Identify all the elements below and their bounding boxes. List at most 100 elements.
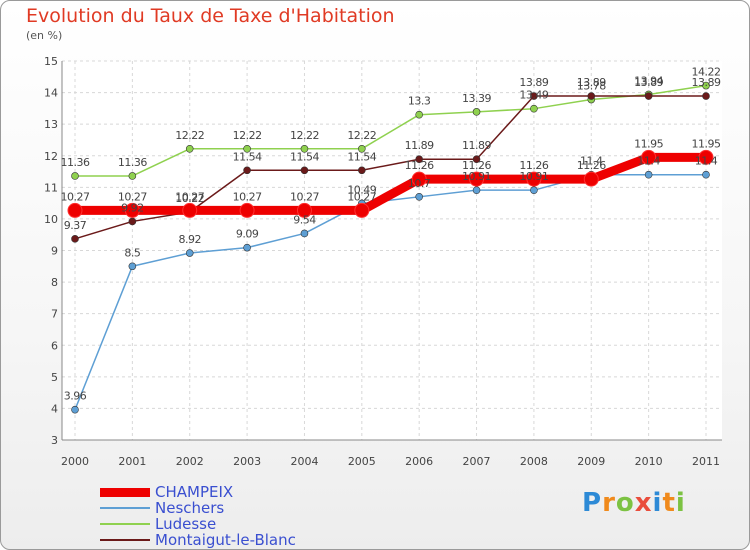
data-point [702,170,710,179]
data-point [128,172,137,180]
y-tick-label: 7 [51,308,58,321]
legend-swatch [100,539,150,541]
legend-swatch [100,507,150,509]
x-tick-label: 2009 [577,455,605,468]
x-tick-label: 2008 [520,455,548,468]
data-point [182,202,198,218]
data-label: 13.3 [408,95,431,108]
data-point [71,235,79,243]
data-label: 10.27 [233,190,262,203]
data-label: 10.27 [175,190,204,203]
data-point [469,171,485,187]
x-tick-label: 2000 [61,455,89,468]
data-label: 13.94 [634,74,663,87]
x-tick-label: 2003 [233,455,261,468]
data-label: 13.49 [519,89,548,102]
y-tick-label: 14 [44,87,58,100]
y-tick-label: 5 [51,371,58,384]
data-point [583,171,599,187]
y-tick-label: 10 [44,213,58,226]
data-label: 11.26 [462,159,491,172]
data-point [530,104,538,113]
data-point [128,217,137,226]
data-point [472,186,481,194]
data-label: 11.36 [61,156,90,169]
data-point [185,145,194,153]
data-label: 12.22 [347,129,376,142]
data-label: 10.49 [347,183,376,196]
data-point [644,92,653,100]
data-label: 9.92 [121,201,144,214]
data-label: 8.5 [124,246,140,259]
data-label: 12.22 [233,129,262,142]
data-label: 11.4 [695,155,718,168]
data-point [300,145,309,153]
series-line-ludesse [75,84,707,177]
legend-label: Neschers [155,499,225,517]
proxiti-logo: Proxiti [582,488,686,518]
data-label: 11.89 [405,139,434,152]
y-tick-label: 9 [51,245,58,258]
data-label: 11.54 [233,150,262,163]
legend-swatch [100,523,150,525]
data-label: 9.37 [64,219,87,232]
data-label: 9.54 [293,213,316,226]
data-point [644,170,653,179]
data-point [71,172,79,180]
data-label: 11.89 [462,139,491,152]
data-label: 10.27 [118,190,147,203]
data-label: 13.89 [519,76,548,89]
data-point [358,166,366,175]
x-tick-label: 2011 [692,455,720,468]
data-label: 10.91 [519,170,548,183]
legend-label: Ludesse [155,515,217,533]
data-point [415,193,423,201]
data-point [411,171,427,187]
data-point [300,166,309,175]
data-label: 11.95 [692,137,721,150]
data-point [243,166,251,175]
data-label: 13.78 [577,80,606,93]
y-tick-label: 6 [51,339,58,352]
data-label: 11.4 [580,155,603,168]
y-tick-label: 13 [44,118,58,131]
series-line-champeix [75,152,706,215]
data-label: 11.54 [290,150,319,163]
data-label: 10.27 [61,190,90,203]
data-point [698,149,714,165]
data-point [526,171,542,187]
data-point [296,202,312,218]
data-label: 12.22 [290,129,319,142]
data-point [472,108,481,116]
data-label: 12.22 [175,129,204,142]
data-point [239,202,255,218]
data-point [587,92,596,100]
data-label: 9.09 [236,228,259,241]
y-tick-label: 4 [51,402,58,415]
data-point [358,145,366,153]
data-point [67,202,83,218]
data-label: 14.22 [692,66,721,79]
data-label: 10.27 [290,190,319,203]
data-point [415,155,423,164]
data-point [530,92,538,100]
data-point [243,243,251,252]
y-tick-label: 8 [51,276,58,289]
data-point [415,110,423,119]
x-tick-label: 2001 [118,455,146,468]
data-label: 10.7 [408,177,431,190]
data-label: 8.92 [178,233,201,246]
x-tick-label: 2006 [405,455,433,468]
x-tick-label: 2004 [290,455,318,468]
x-tick-label: 2007 [463,455,491,468]
y-tick-label: 12 [44,150,58,163]
data-point [702,81,710,90]
data-label: 13.89 [634,76,663,89]
data-point [124,202,140,218]
data-point [243,145,251,153]
data-label: 13.39 [462,92,491,105]
data-label: 13.89 [692,76,721,89]
chart-subtitle: (en %) [26,29,63,42]
data-point [71,405,79,414]
